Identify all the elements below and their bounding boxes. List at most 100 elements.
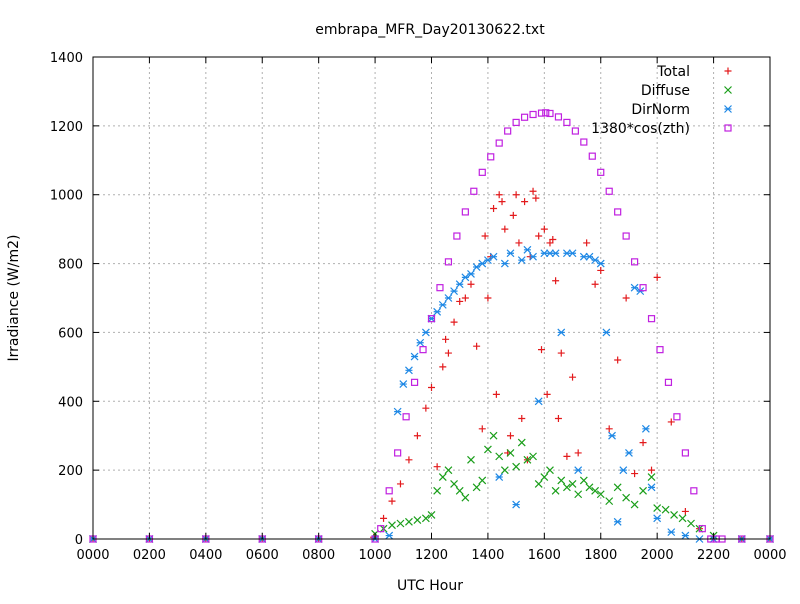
data-point: [562, 483, 571, 492]
x-tick-label: 1800: [584, 548, 617, 563]
data-point: [653, 273, 661, 281]
data-point: [639, 486, 647, 495]
data-point: [614, 208, 622, 216]
data-point: [413, 516, 422, 524]
data-point: [529, 452, 537, 461]
series-1: [89, 431, 774, 543]
data-point: [490, 204, 498, 212]
data-point: [416, 338, 425, 347]
data-point: [438, 473, 447, 481]
data-point: [495, 452, 504, 461]
data-point: [473, 342, 481, 350]
data-point: [504, 127, 512, 135]
data-point: [453, 232, 461, 240]
data-point: [529, 252, 537, 261]
data-point: [602, 328, 611, 337]
data-point: [532, 194, 540, 202]
data-point: [478, 425, 486, 433]
data-point: [639, 439, 647, 447]
data-point: [630, 500, 639, 509]
legend-label: DirNorm: [631, 102, 690, 118]
data-point: [554, 415, 562, 422]
data-point: [396, 519, 405, 528]
data-point: [681, 449, 689, 457]
x-tick-label: 0800: [302, 548, 335, 563]
data-point: [509, 211, 517, 219]
data-point: [489, 252, 498, 261]
data-point: [433, 307, 442, 316]
data-point: [523, 455, 532, 464]
data-point: [506, 432, 514, 440]
legend-marker: [724, 86, 732, 94]
data-point: [500, 259, 509, 268]
data-point: [439, 363, 447, 371]
data-point: [622, 493, 631, 502]
data-point: [571, 127, 579, 135]
data-point: [613, 483, 622, 492]
x-tick-label: 0400: [189, 548, 222, 563]
data-point: [399, 380, 408, 388]
data-point: [664, 378, 673, 386]
data-point: [631, 470, 639, 478]
data-point: [661, 505, 670, 514]
x-axis-label: UTC Hour: [397, 578, 463, 594]
data-point: [433, 486, 442, 495]
data-point: [542, 109, 550, 117]
x-tick-label: 2000: [641, 548, 674, 563]
data-point: [427, 315, 436, 323]
data-point: [653, 514, 662, 523]
data-point: [512, 191, 520, 199]
series-0: [89, 187, 774, 543]
data-point: [546, 466, 554, 475]
y-tick-label: 1200: [50, 120, 83, 135]
data-point: [455, 280, 464, 289]
y-tick-label: 400: [58, 395, 83, 410]
data-point: [653, 504, 662, 512]
data-point: [470, 187, 478, 195]
data-point: [622, 232, 630, 240]
data-point: [520, 113, 529, 121]
data-point: [427, 314, 436, 323]
data-point: [478, 476, 487, 485]
data-point: [687, 519, 695, 528]
data-point: [585, 483, 594, 492]
data-point: [574, 490, 583, 499]
data-point: [698, 525, 706, 533]
data-point: [422, 404, 430, 412]
chart-title: embrapa_MFR_Day20130622.txt: [315, 22, 545, 38]
data-point: [625, 449, 633, 457]
data-point: [487, 153, 495, 161]
data-point: [413, 432, 421, 440]
data-point: [506, 249, 515, 258]
data-point: [549, 235, 557, 243]
data-point: [515, 239, 523, 247]
x-tick-label: 0000: [753, 548, 786, 563]
data-point: [605, 497, 614, 506]
data-point: [410, 352, 419, 361]
data-point: [495, 473, 504, 481]
data-point: [521, 198, 529, 206]
data-point: [483, 445, 492, 454]
data-point: [538, 346, 546, 354]
data-point: [583, 239, 591, 247]
data-point: [467, 455, 475, 464]
data-point: [501, 225, 509, 233]
data-point: [613, 517, 622, 526]
data-point: [428, 384, 435, 392]
x-tick-label: 1000: [359, 548, 392, 563]
data-point: [597, 168, 605, 176]
data-point: [518, 415, 526, 422]
x-tick-label: 0200: [133, 548, 166, 563]
data-point: [540, 473, 549, 481]
grid: [93, 57, 770, 539]
y-axis-label: Irradiance (W/m2): [6, 235, 22, 362]
data-point: [543, 390, 551, 398]
data-point: [380, 514, 388, 522]
data-point: [588, 152, 596, 160]
data-point: [442, 335, 450, 343]
data-point: [554, 113, 563, 121]
data-point: [648, 466, 656, 474]
data-point: [681, 507, 689, 515]
x-tick-label: 2200: [697, 548, 730, 563]
data-point: [540, 225, 548, 233]
